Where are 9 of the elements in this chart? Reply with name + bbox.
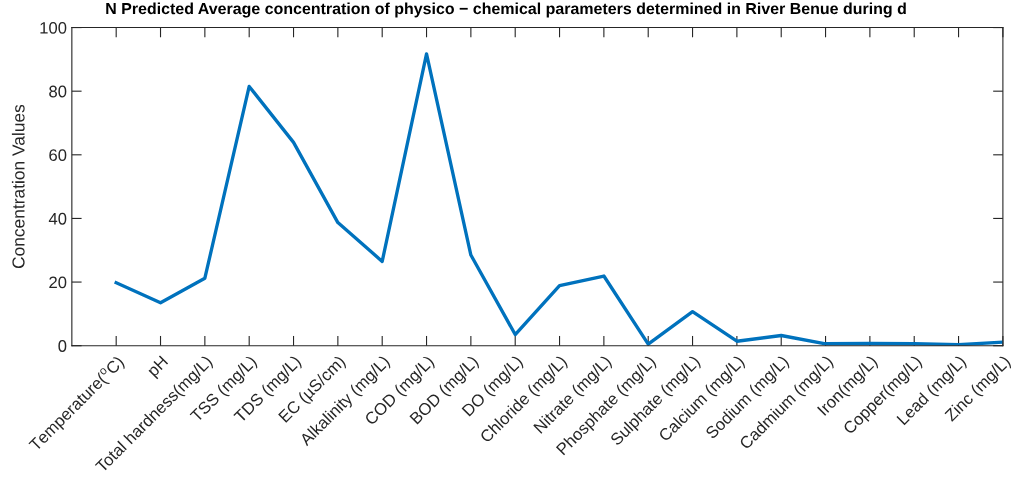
y-tick-label: 40 (48, 212, 67, 225)
y-axis-title: Concentration Values (11, 104, 25, 269)
y-tick-label: 20 (49, 276, 67, 289)
line-series (114, 52, 1003, 346)
y-tick-label: 80 (49, 85, 67, 98)
y-tick-label: 100 (40, 21, 67, 34)
chart-title: N Predicted Average concentration of physico − chemical parameters determined in River Benue during d (106, 2, 906, 18)
y-tick-label: 0 (58, 340, 67, 352)
y-tick-label: 60 (49, 149, 67, 162)
